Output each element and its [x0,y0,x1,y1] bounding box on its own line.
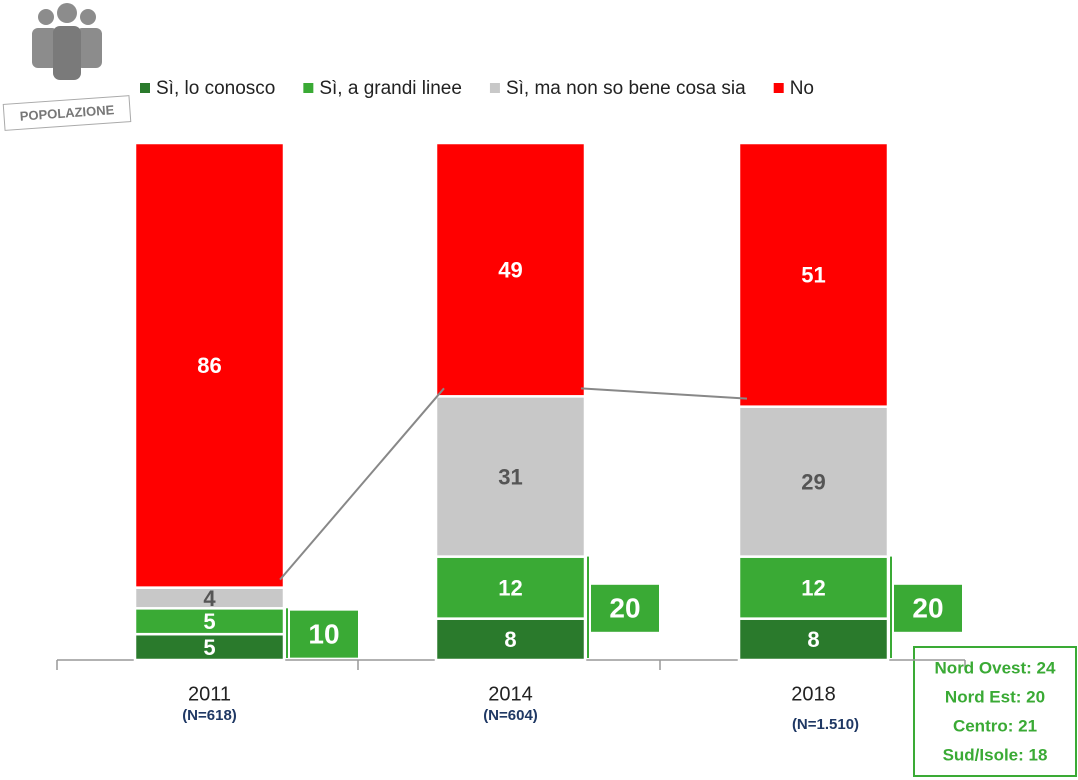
sample-size: (N=618) [182,707,237,724]
bar-segment [133,141,286,589]
data-label: 51 [801,263,825,288]
regional-label: Nord Est: 20 [945,687,1045,706]
badge-box [2,95,132,131]
bar-segment [737,141,890,408]
data-label: 5 [203,635,215,660]
total-label: 20 [912,593,943,624]
legend-swatch [489,83,500,93]
bar-segment [434,141,587,398]
regional-label: Centro: 21 [953,716,1037,735]
data-label: 31 [498,464,522,489]
bar-segment [434,395,587,558]
connector [279,387,445,581]
bar-segment [133,607,286,636]
regional-box [913,646,1077,777]
x-tick-label: 2018 [791,683,836,705]
bar-segment [434,617,587,662]
regional-label: Sud/Isole: 18 [943,745,1048,764]
data-label: 5 [203,609,215,634]
data-label: 8 [504,627,516,652]
x-tick-label: 2011 [188,683,231,705]
x-tick-label: 2014 [488,683,533,705]
regional-label: Nord Ovest: 24 [935,658,1056,677]
legend-label: Sì, ma non so bene cosa sia [506,78,746,99]
bar-segment [737,617,890,662]
data-label: 29 [801,469,825,494]
total-box [591,584,659,632]
sample-size: (N=1.510) [792,716,859,733]
bar-segment [737,555,890,620]
total-label: 20 [609,593,640,624]
bar-segment [434,555,587,620]
data-label: 49 [498,257,522,282]
sample-size: (N=604) [483,707,538,724]
total-box [894,584,962,632]
legend-label: Sì, lo conosco [156,78,275,99]
connector [580,387,748,400]
legend-label: Sì, a grandi linee [319,78,462,99]
legend-label: No [790,78,814,99]
people-icon [32,3,102,80]
total-box [290,610,358,658]
total-label: 10 [308,619,339,650]
data-label: 8 [807,627,819,652]
legend-swatch [303,83,314,93]
legend-swatch [140,83,150,93]
data-label: 12 [801,575,825,600]
data-label: 12 [498,575,522,600]
badge-label: POPOLAZIONE [19,102,115,124]
data-label: 86 [197,353,221,378]
badge: POPOLAZIONE [2,95,132,131]
legend-swatch [773,83,784,93]
data-label: 4 [203,586,216,611]
